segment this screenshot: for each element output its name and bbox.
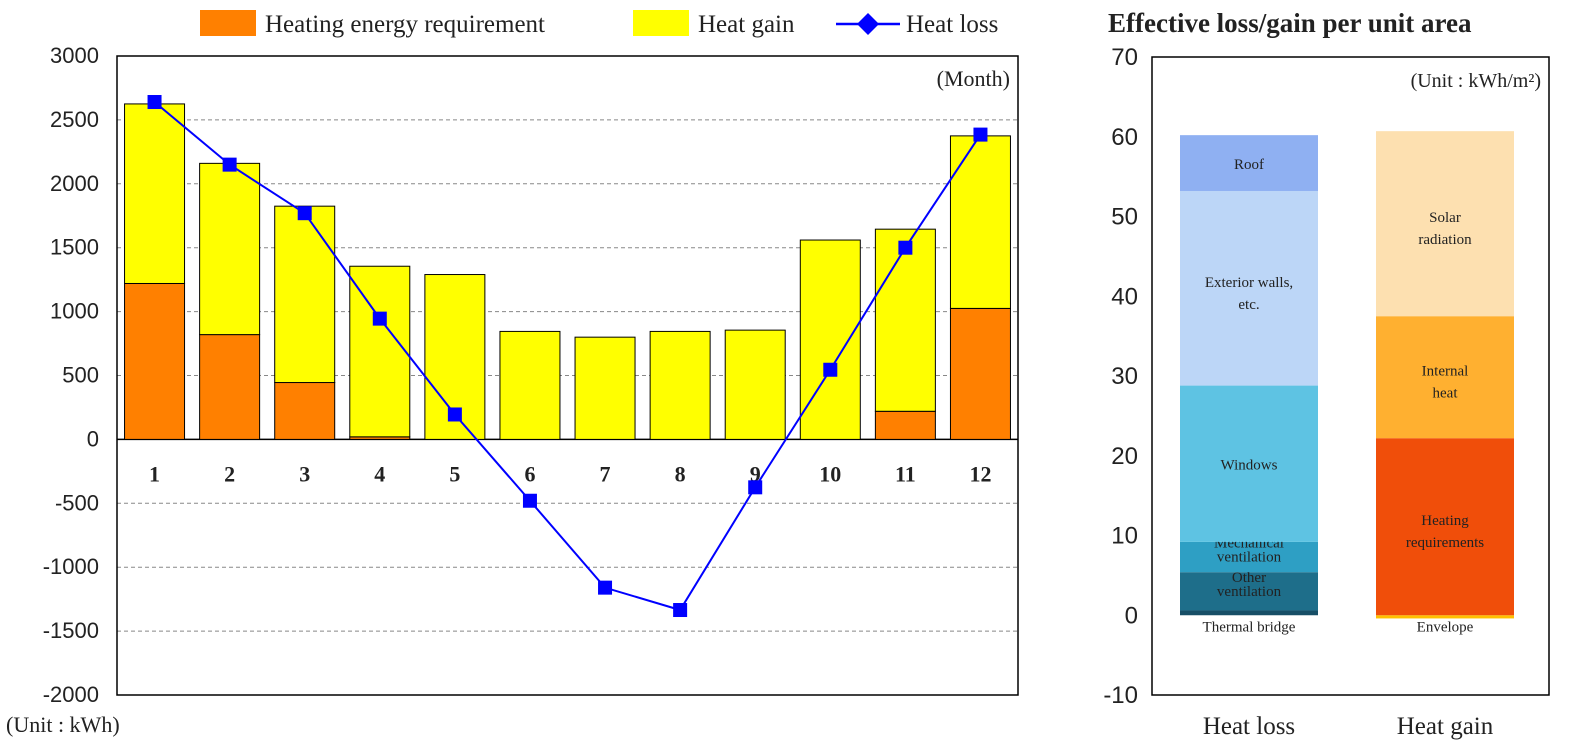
bar-heating-requirement	[875, 411, 935, 439]
y-tick-label: -1500	[43, 618, 99, 643]
segment-label-line: Envelope	[1417, 619, 1474, 635]
legend-marker-heat-loss	[857, 13, 879, 35]
heat-loss-point	[373, 312, 387, 326]
heat-loss-point	[823, 363, 837, 377]
x-tick-label: 5	[449, 461, 460, 486]
y-tick-label: 20	[1111, 443, 1138, 470]
x-tick-label: 7	[600, 461, 611, 486]
segment-label-line: Internal	[1422, 364, 1469, 380]
segment-label-line: radiation	[1418, 232, 1472, 248]
heat-loss-point	[748, 480, 762, 494]
y-tick-label: -500	[55, 490, 99, 515]
heat-loss-point	[448, 407, 462, 421]
bar-heat-gain	[875, 229, 935, 411]
y-tick-label: 40	[1111, 283, 1138, 310]
y-tick-label: 60	[1111, 124, 1138, 151]
segment-label-line: Exterior walls,	[1205, 275, 1293, 291]
x-category-label: Heat gain	[1397, 713, 1494, 740]
bar-heat-gain	[650, 331, 710, 439]
segment-label-line: Windows	[1221, 458, 1278, 474]
bar-heat-gain	[800, 240, 860, 439]
x-tick-label: 1	[149, 461, 160, 486]
y-tick-label: 1000	[50, 299, 99, 324]
y-tick-label: 2000	[50, 171, 99, 196]
y-tick-label: -1000	[43, 554, 99, 579]
bar-heating-requirement	[125, 283, 185, 439]
legend-label-heating: Heating energy requirement	[265, 11, 545, 38]
bar-heating-requirement	[275, 383, 335, 440]
stack-segment	[1180, 610, 1318, 615]
chart-title: Effective loss/gain per unit area	[1108, 8, 1472, 38]
heat-loss-point	[523, 494, 537, 508]
x-tick-label: 8	[675, 461, 686, 486]
segment-label: Envelope	[1417, 619, 1474, 635]
y-tick-label: 10	[1111, 523, 1138, 550]
segment-label-line: ventilation	[1217, 584, 1282, 600]
y-tick-label: 2500	[50, 107, 99, 132]
bar-heat-gain	[950, 136, 1010, 309]
x-tick-label: 12	[969, 461, 991, 486]
segment-label-line: etc.	[1238, 297, 1259, 313]
stack-segment	[1376, 615, 1514, 618]
y-tick-label: 0	[87, 426, 99, 451]
segment-label: Thermal bridge	[1203, 619, 1296, 635]
heat-loss-point	[298, 206, 312, 220]
x-category-label: Heat loss	[1203, 713, 1295, 740]
segment-label-line: requirements	[1406, 535, 1484, 551]
x-tick-label: 4	[374, 461, 385, 486]
y-tick-label: 1500	[50, 235, 99, 260]
segment-label-line: ventilation	[1217, 550, 1282, 566]
x-tick-label: 11	[895, 461, 916, 486]
x-tick-label: 6	[524, 461, 535, 486]
heat-loss-point	[223, 158, 237, 172]
y-tick-label: 30	[1111, 363, 1138, 390]
segment-label-line: Heating	[1421, 513, 1469, 529]
y-tick-label: 3000	[50, 43, 99, 68]
heat-loss-point	[898, 241, 912, 255]
legend-swatch-heat-gain	[633, 10, 689, 36]
bar-heat-gain	[200, 163, 260, 334]
y-tick-label: 70	[1111, 44, 1138, 71]
segment-label-line: heat	[1433, 386, 1459, 402]
legend-swatch-heating	[200, 10, 256, 36]
unit-label: (Unit : kWh/m²)	[1411, 70, 1541, 92]
segment-label-line: Roof	[1234, 157, 1264, 173]
y-tick-label: 50	[1111, 204, 1138, 231]
y-unit-label: (Unit : kWh)	[6, 712, 120, 737]
x-tick-label: 3	[299, 461, 310, 486]
bar-heat-gain	[125, 104, 185, 284]
y-tick-label: -2000	[43, 682, 99, 707]
segment-label: Windows	[1221, 458, 1278, 474]
heat-loss-point	[148, 95, 162, 109]
segment-label: Roof	[1234, 157, 1264, 173]
heat-loss-point	[973, 128, 987, 142]
heat-loss-point	[598, 581, 612, 595]
segment-label-line: Thermal bridge	[1203, 619, 1296, 635]
y-tick-label: 0	[1125, 602, 1138, 629]
heat-loss-point	[673, 603, 687, 617]
bar-heat-gain	[725, 330, 785, 439]
bar-heat-gain	[500, 331, 560, 439]
bar-heat-gain	[350, 266, 410, 437]
x-unit-label: (Month)	[937, 66, 1010, 91]
bar-heating-requirement	[950, 308, 1010, 439]
x-tick-label: 2	[224, 461, 235, 486]
monthly-energy-chart: 3000 2500 2000 1500 1000 500 0 -500 -1000 -1500 -2…	[6, 10, 1018, 737]
y-tick-label: 500	[62, 363, 99, 388]
segment-label-line: Solar	[1429, 210, 1461, 226]
legend-label-heat-gain: Heat gain	[698, 11, 795, 38]
unit-area-chart: Effective loss/gain per unit area 70 60 50 4…	[1103, 8, 1549, 740]
legend-label-heat-loss: Heat loss	[906, 11, 998, 38]
bar-heat-gain	[575, 337, 635, 439]
bar-heat-gain	[275, 206, 335, 382]
bar-heating-requirement	[200, 335, 260, 440]
y-tick-label: -10	[1103, 682, 1138, 709]
x-tick-label: 10	[819, 461, 841, 486]
